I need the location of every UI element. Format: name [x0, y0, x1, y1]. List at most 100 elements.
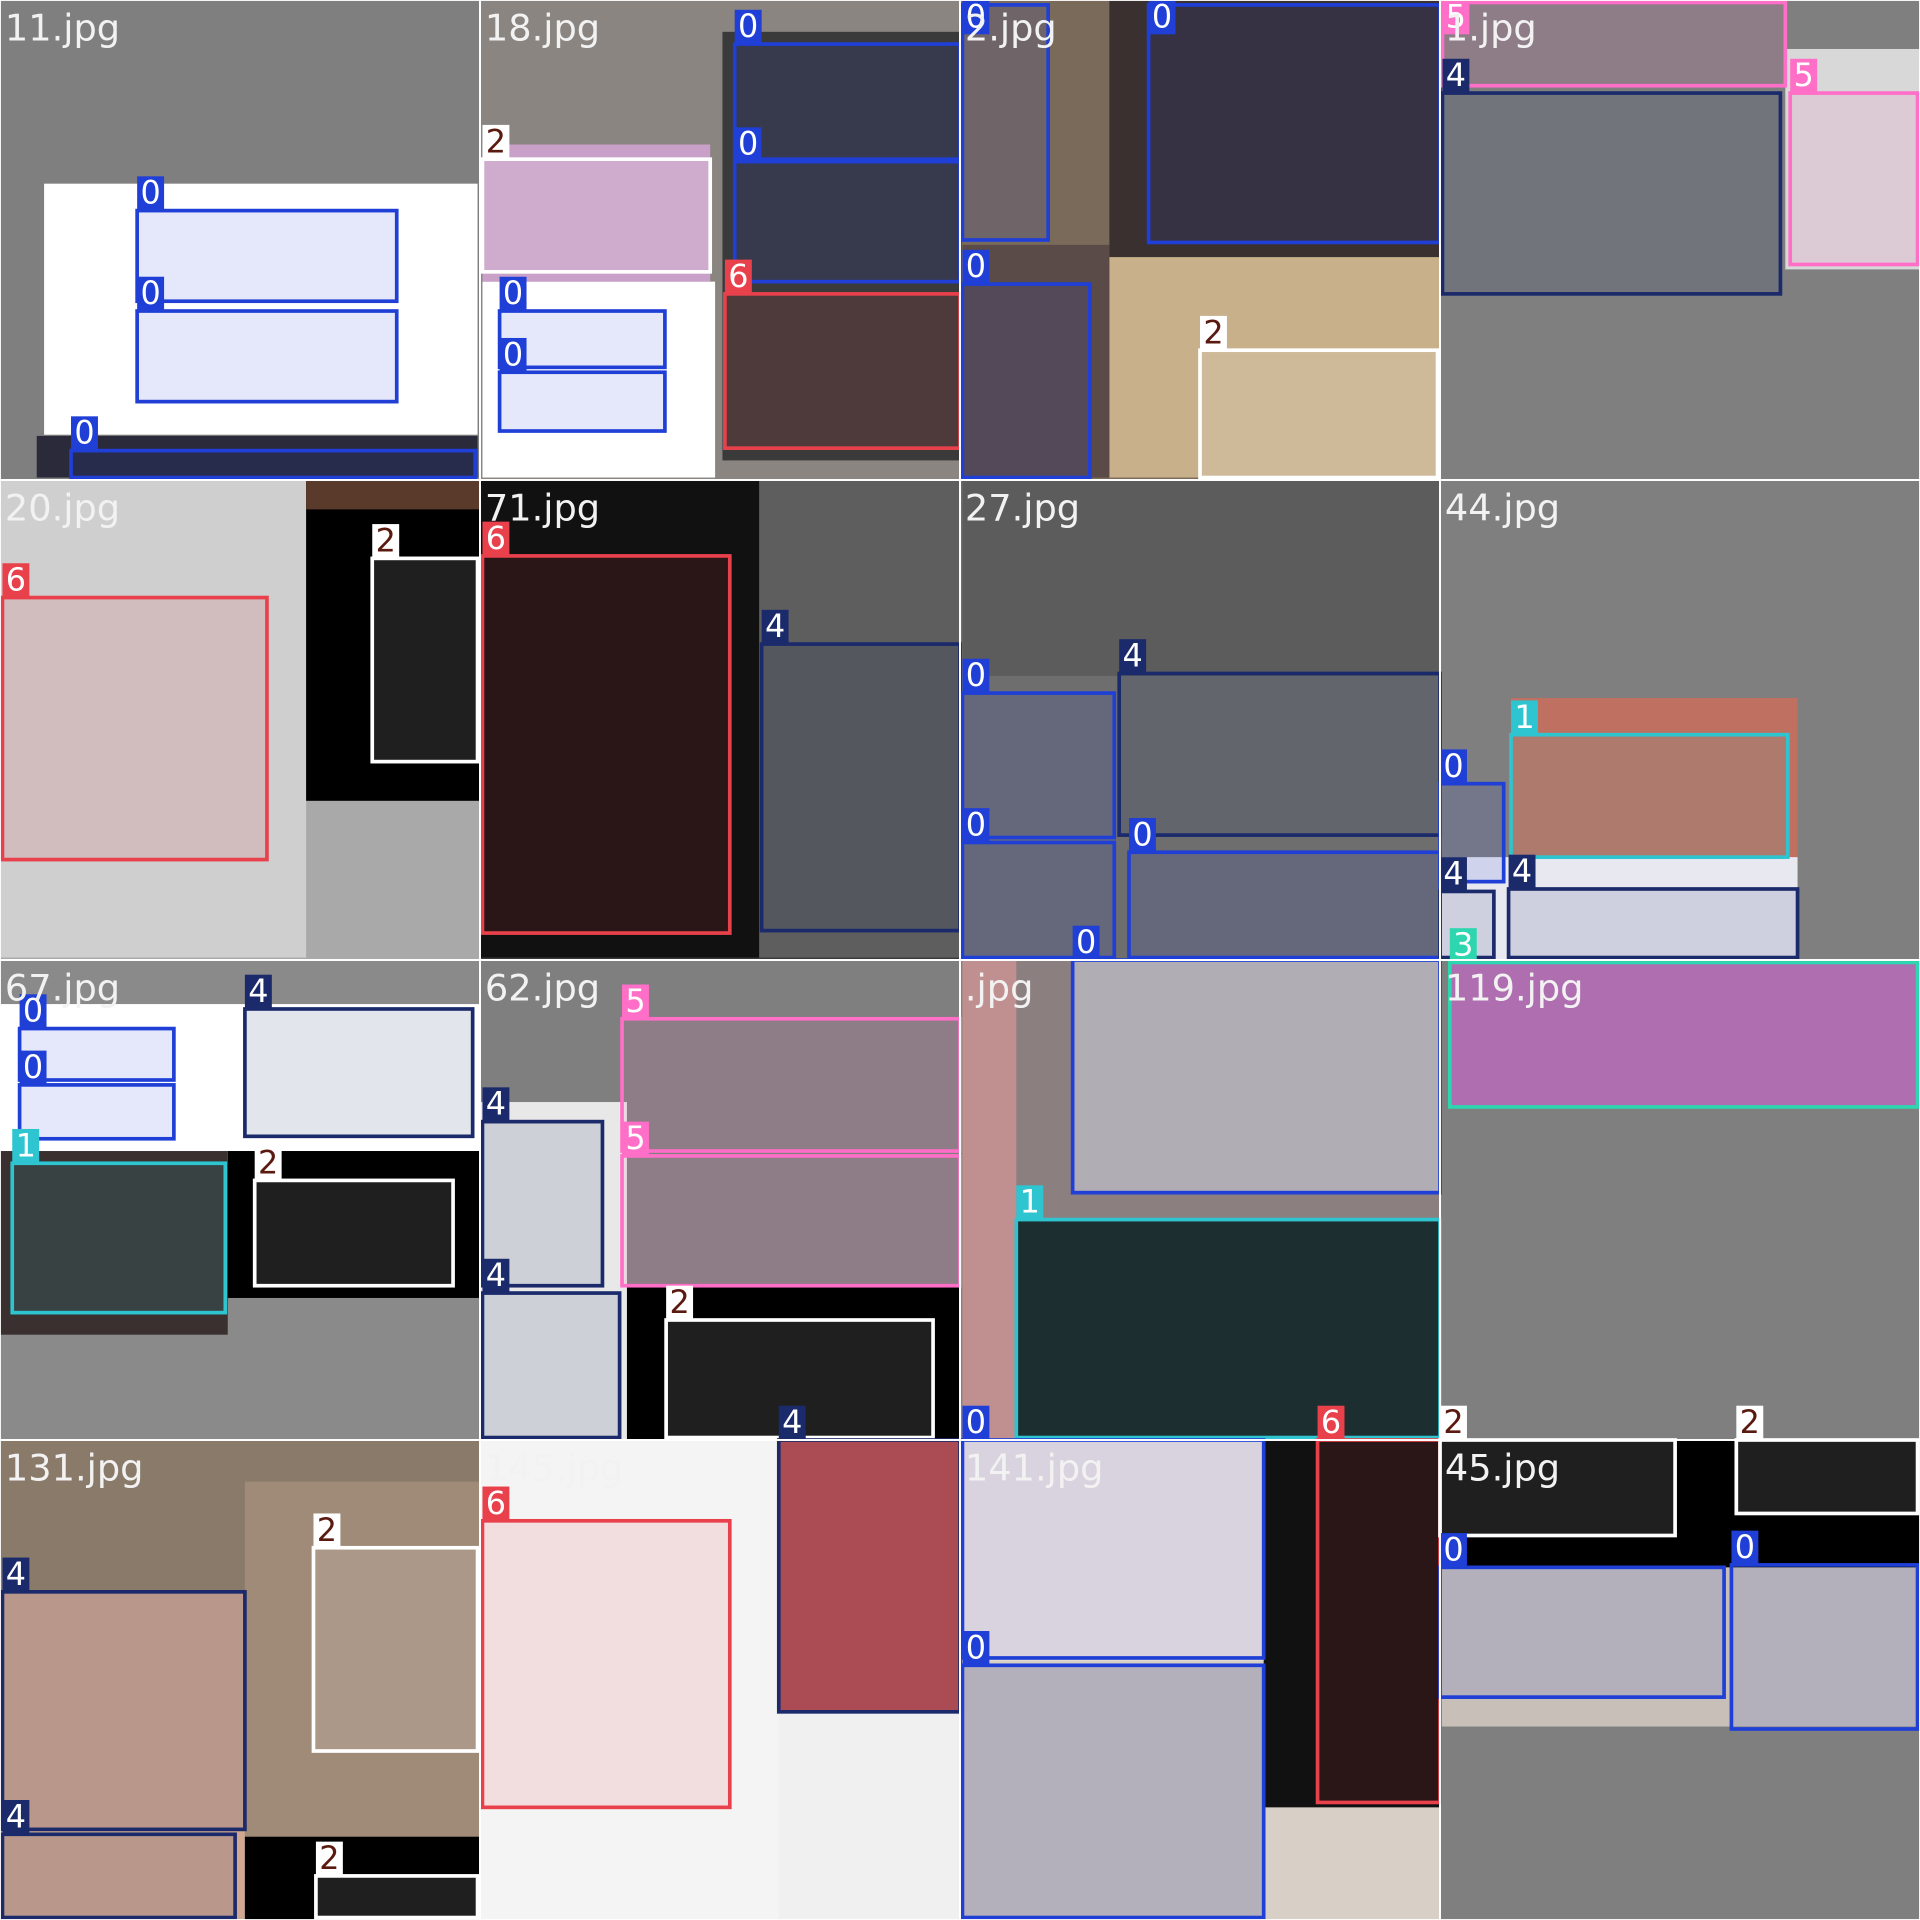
bounding-box: [0, 1590, 247, 1832]
class-label: 4: [248, 972, 268, 1010]
image-region: [1016, 1219, 1440, 1440]
tile-filename: 1.jpg: [1445, 6, 1537, 49]
class-label: 0: [74, 414, 94, 452]
class-label: 4: [486, 1256, 506, 1294]
label-background: [137, 176, 165, 211]
label-background: [1440, 1405, 1467, 1440]
image-region: [244, 1836, 480, 1920]
class-label: 5: [1446, 0, 1466, 35]
class-label: 4: [6, 1555, 26, 1593]
bounding-box: [1198, 348, 1440, 480]
bounding-box: [1509, 732, 1790, 859]
bounding-box: [1729, 1563, 1920, 1731]
class-label: 3: [1453, 926, 1473, 964]
bounding-box: [620, 1016, 962, 1153]
bounding-box: [759, 642, 962, 933]
image-region: [722, 31, 960, 461]
bounding-box: [480, 1518, 732, 1810]
label-background: [482, 1258, 510, 1294]
bounding-box: [0, 1832, 237, 1920]
label-background: [1511, 700, 1538, 735]
class-label: 6: [1321, 1403, 1341, 1441]
class-label: 4: [1446, 56, 1466, 94]
bounding-box: [314, 1874, 480, 1920]
class-label: 0: [1076, 923, 1096, 961]
bounding-box: [960, 1438, 1266, 1660]
class-label: 0: [966, 806, 986, 844]
label-background: [778, 1405, 806, 1440]
label-background: [666, 1285, 694, 1320]
label-background: [1440, 857, 1467, 892]
image-region: [962, 480, 1443, 676]
label-background: [962, 0, 990, 35]
image-region: [962, 960, 1017, 1440]
label-background: [254, 1146, 282, 1181]
class-label: 6: [728, 257, 748, 295]
bounding-box: [480, 554, 732, 935]
image-region: [1442, 293, 1920, 480]
class-label: 4: [1443, 855, 1463, 893]
bounding-box: [252, 1178, 455, 1288]
class-label: 0: [1152, 0, 1172, 35]
label-background: [962, 1631, 990, 1666]
class-label: 2: [258, 1143, 278, 1181]
class-label: 0: [503, 335, 523, 373]
label-background: [244, 974, 272, 1009]
label-background: [1200, 315, 1227, 351]
image-region: [1109, 257, 1440, 478]
tile-border: [1439, 1439, 1920, 1920]
label-background: [499, 276, 527, 312]
class-label: 0: [23, 1048, 43, 1086]
image-region: [962, 1440, 1264, 1661]
image-region: [244, 1481, 480, 1837]
class-label: 2: [1443, 1403, 1463, 1441]
class-label: 6: [486, 519, 506, 557]
class-label: 0: [503, 274, 523, 312]
tile-filename: 131.jpg: [5, 1446, 144, 1489]
bounding-box: [1440, 0, 1788, 88]
class-label: 0: [1443, 1530, 1463, 1568]
bounding-box: [135, 208, 399, 304]
label-background: [1128, 817, 1156, 853]
bounding-box: [732, 42, 962, 162]
bounding-box: [620, 1154, 962, 1288]
class-label: 4: [1123, 637, 1143, 675]
class-label: 0: [966, 247, 986, 285]
class-label: 0: [1132, 815, 1152, 853]
bounding-box: [1447, 960, 1920, 1109]
label-background: [1016, 1185, 1044, 1220]
label-background: [1440, 1533, 1467, 1568]
image-region: [1440, 857, 1798, 960]
label-background: [137, 276, 165, 312]
tile-filename: .jpg: [965, 966, 1034, 1009]
label-background: [1790, 58, 1818, 94]
label-background: [313, 1513, 341, 1548]
label-background: [482, 1087, 510, 1122]
class-label: 0: [966, 0, 986, 35]
tile-filename: 67.jpg: [5, 966, 120, 1009]
bounding-box: [1127, 850, 1442, 960]
class-label: 0: [23, 992, 43, 1030]
label-background: [622, 1121, 649, 1156]
tile-filename: 62.jpg: [485, 966, 600, 1009]
image-region: [482, 144, 711, 282]
image-region: [759, 480, 960, 958]
label-background: [12, 1128, 40, 1164]
bounding-box: [497, 370, 667, 433]
class-label: 0: [966, 1403, 986, 1441]
label-background: [482, 1486, 510, 1521]
image-region: [482, 281, 716, 478]
class-label: 2: [486, 122, 506, 160]
bounding-box: [960, 1663, 1266, 1920]
tile-filename: 2.jpg: [965, 6, 1057, 49]
label-background: [622, 984, 649, 1019]
class-label: 2: [317, 1511, 337, 1549]
class-label: 0: [966, 656, 986, 694]
class-label: 5: [625, 1119, 645, 1157]
bounding-box: [0, 595, 269, 862]
label-background: [482, 521, 510, 556]
bounding-box: [480, 157, 713, 274]
image-region: [0, 1591, 245, 1920]
class-label: 4: [782, 1403, 802, 1441]
